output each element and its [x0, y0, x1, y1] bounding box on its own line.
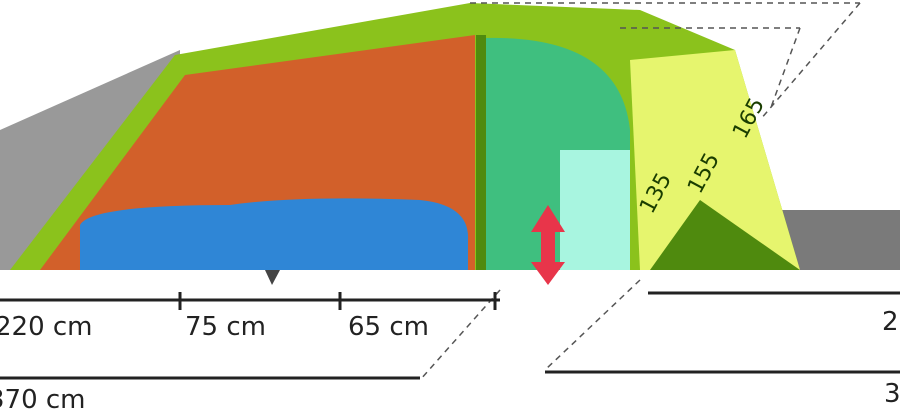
door-light — [560, 150, 630, 270]
vestibule — [630, 50, 800, 270]
pointer-marker — [265, 270, 280, 285]
dim-label: 3 — [884, 379, 900, 409]
dimension-guides — [419, 2, 861, 381]
dimension-lines — [0, 291, 900, 380]
vestibule-shadow — [650, 200, 800, 270]
dim-label: 75 cm — [185, 312, 266, 342]
dim-label: 370 cm — [0, 385, 86, 413]
sleeping-mat — [80, 198, 469, 270]
pole — [476, 35, 486, 270]
dim-label: 65 cm — [348, 312, 429, 342]
dim-label: 2 — [882, 307, 899, 337]
height-arrow — [531, 205, 565, 285]
dim-label: 220 cm — [0, 312, 93, 342]
